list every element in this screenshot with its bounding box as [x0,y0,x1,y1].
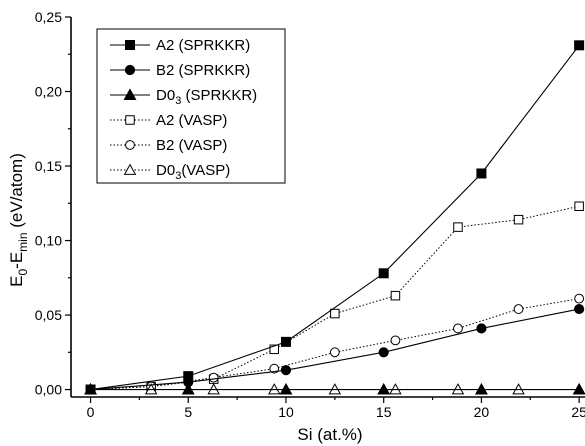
y-axis-title-part-2: -E [7,252,26,269]
series-0-line [90,44,580,391]
series-1-line [90,308,580,391]
y-axis-title-part-1: 0 [16,269,30,276]
series-1-point-5 [574,303,585,315]
series-2-point-1 [181,382,195,395]
legend-label-0: A2 (SPRKKR) [156,37,250,54]
series-3-point-8 [574,201,584,212]
series-3-point-4 [330,308,340,319]
series-2-point-2 [279,382,293,395]
legend-marker-3 [125,115,135,125]
series-0-point-4 [476,168,487,179]
series-2 [84,382,585,395]
y-axis-title: E0-Emin (eV/atom) [7,153,30,287]
y-tick-label-5: 0,25 [35,9,62,25]
series-1-point-2 [280,365,292,376]
legend-label-4-part-0: B2 (VASP) [156,137,227,154]
legend-box [96,28,286,184]
y-tick-label-3: 0,15 [35,158,62,174]
series-3-point-3 [269,344,280,355]
plot-area [84,40,585,395]
legend-marker-5 [123,163,137,175]
series-4-point-4 [329,347,340,358]
legend-label-0-part-0: A2 (SPRKKR) [156,37,250,54]
x-axis-title: Si (at.%) [297,425,362,444]
legend-label-2-part-1: 3 [175,95,181,107]
y-tick-label-4: 0,20 [35,84,62,100]
series-3-point-6 [453,222,463,232]
series-4-point-5 [390,335,401,346]
series-4-point-6 [453,323,463,334]
legend-label-5-part-0: D0 [156,162,175,179]
legend-label-1: B2 (SPRKKR) [156,62,250,79]
x-tick-label-1: 5 [184,404,192,420]
legend-label-5: D03(VASP) [156,162,230,182]
legend-label-1-part-0: B2 (SPRKKR) [156,62,250,79]
series-4-point-2 [208,372,219,383]
legend-label-3-part-0: A2 (VASP) [156,112,227,129]
x-tick-label-5: 25 [571,404,585,420]
series-0-point-3 [378,268,389,279]
series-0-point-5 [574,40,585,51]
x-tick-label-0: 0 [87,404,95,420]
legend-label-2-part-2: (SPRKKR) [181,87,257,104]
series-0-point-2 [280,336,291,347]
series-3-point-7 [513,214,524,225]
legend-marker-0 [125,40,135,50]
series-3-point-5 [390,290,401,301]
legend-label-2-part-0: D0 [156,87,175,104]
legend-marker-2 [123,88,137,100]
series-2-point-3 [377,382,391,395]
series-1-point-3 [378,347,389,358]
axes: 0 5 10 15 20 25 0,00 0,05 0,10 0,15 0,20 0,25 [35,9,585,420]
x-tick-label-2: 10 [278,404,294,420]
y-axis-title-part-4: (eV/atom) [7,153,26,232]
x-tick-label-3: 15 [376,404,392,420]
series-2-point-0 [84,382,97,395]
legend-label-3: A2 (VASP) [156,112,227,129]
series-4-point-8 [574,293,585,304]
y-tick-label-2: 0,10 [35,233,62,249]
x-tick-label-4: 20 [474,404,490,420]
y-tick-label-0: 0,00 [35,382,62,398]
legend-label-5-part-1: 3 [175,170,181,182]
series-3 [85,201,584,395]
series-1-point-4 [476,323,487,334]
legend-label-4: B2 (VASP) [156,137,227,154]
series-0 [85,40,585,395]
series-4-point-7 [513,304,524,314]
y-tick-label-1: 0,05 [35,307,62,323]
y-axis-title-part-3: min [16,232,30,251]
y-axis-title-part-0: E [7,276,26,287]
legend-label-5-part-2: (VASP) [181,162,230,179]
legend-marker-4 [125,140,135,150]
legend: A2 (SPRKKR)B2 (SPRKKR)D03 (SPRKKR)A2 (VA… [96,28,286,184]
series-2-point-5 [572,382,585,395]
legend-label-2: D03 (SPRKKR) [156,87,257,107]
series-2-point-4 [474,382,488,395]
legend-marker-1 [124,64,136,76]
series-3-line [90,205,580,391]
